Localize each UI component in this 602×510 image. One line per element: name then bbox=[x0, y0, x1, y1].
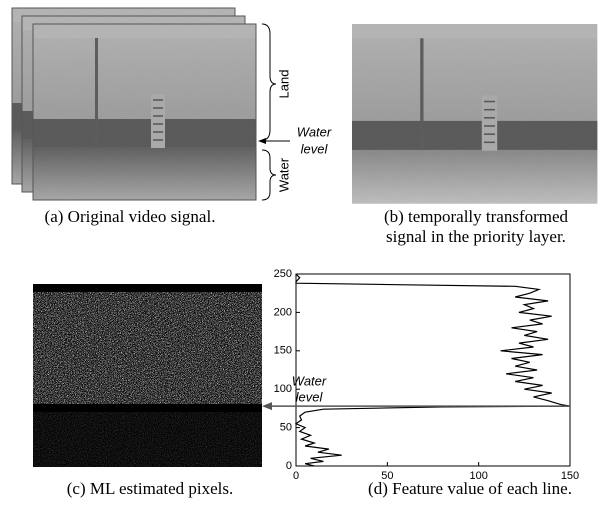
plot-frame bbox=[295, 273, 571, 467]
arrow-head bbox=[258, 138, 266, 144]
x-tick-label: 150 bbox=[561, 470, 579, 482]
feature-line bbox=[294, 273, 571, 467]
water-level-label: level bbox=[301, 141, 329, 156]
water-brace bbox=[261, 149, 277, 201]
land-brace bbox=[261, 23, 277, 141]
caption: (c) ML estimated pixels. bbox=[67, 479, 234, 498]
x-tick-label: 100 bbox=[469, 470, 487, 482]
caption: signal in the priority layer. bbox=[386, 227, 566, 246]
land-label: Land bbox=[276, 70, 291, 99]
ml-pixels-image bbox=[33, 284, 262, 467]
y-tick-label: 50 bbox=[280, 422, 292, 434]
y-tick-label: 250 bbox=[274, 268, 292, 280]
water-level-label: Water bbox=[297, 124, 332, 139]
plot: 0 50 100 150 0 50 100 150 200 250 bbox=[274, 268, 580, 482]
transformed-image bbox=[352, 24, 598, 204]
water-level-label: level bbox=[296, 389, 324, 404]
video-frames bbox=[12, 8, 256, 200]
water-label: Water bbox=[276, 157, 291, 192]
caption: (d) Feature value of each line. bbox=[368, 479, 572, 498]
water-level-label: Water bbox=[292, 373, 327, 388]
caption: (b) temporally transformed bbox=[384, 207, 569, 226]
y-tick-label: 200 bbox=[274, 306, 292, 318]
y-tick-label: 100 bbox=[274, 383, 292, 395]
arrow-head bbox=[262, 402, 272, 411]
x-tick-label: 50 bbox=[381, 470, 393, 482]
caption: (a) Original video signal. bbox=[45, 207, 216, 226]
y-tick-label: 150 bbox=[274, 345, 292, 357]
y-tick-label: 0 bbox=[286, 460, 292, 472]
x-tick-label: 0 bbox=[293, 470, 299, 482]
